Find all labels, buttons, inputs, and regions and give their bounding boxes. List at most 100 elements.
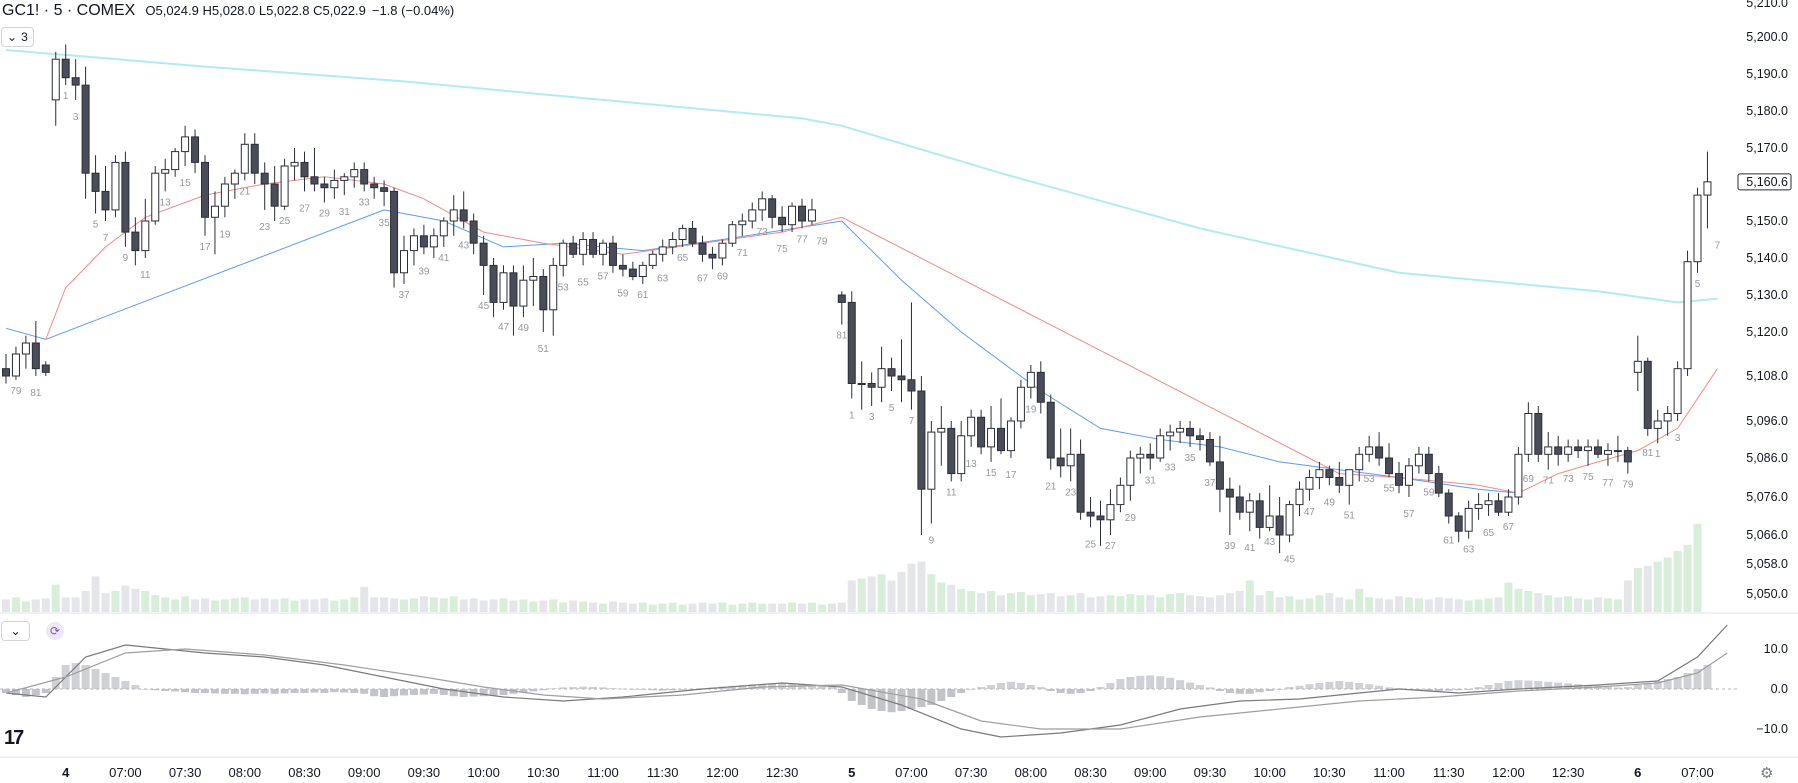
candle-body	[290, 161, 299, 167]
candle-body	[171, 151, 180, 171]
volume-bar	[1534, 593, 1543, 612]
macd-histogram-bar	[1265, 689, 1274, 691]
bar-count-label: 53	[1364, 474, 1376, 485]
candle-body	[1255, 500, 1264, 528]
symbol-title[interactable]: GC1! · 5 · COMEX	[2, 2, 136, 19]
candle-body	[1544, 446, 1553, 455]
volume-bar	[618, 602, 627, 612]
bar-count-label: 25	[1085, 539, 1097, 550]
volume-bar	[798, 603, 806, 612]
macd-histogram-bar	[1613, 687, 1622, 689]
collapse-macd-button[interactable]: ⌄	[1, 621, 30, 641]
macd-histogram-bar	[121, 681, 130, 689]
bar-count-label: 49	[518, 323, 530, 334]
volume-bar	[788, 602, 797, 612]
candle-body	[887, 368, 896, 377]
volume-bar	[1026, 595, 1035, 612]
volume-bar	[648, 604, 657, 612]
bar-count-label: 29	[1125, 513, 1137, 524]
volume-bar	[1504, 582, 1513, 612]
macd-histogram-bar	[41, 689, 50, 693]
candle-body	[121, 161, 130, 233]
macd-histogram-bar	[1245, 689, 1254, 694]
price-axis[interactable]: 5,210.0 5,200.0 5,190.0 5,180.0 5,170.0 5,160…	[0, 0, 1798, 614]
candle-body	[1444, 492, 1453, 517]
bar-count-label: 7	[1715, 240, 1721, 251]
volume-bar	[847, 580, 856, 612]
candle-body	[847, 301, 856, 384]
candle-body	[270, 183, 279, 207]
bar-count-label: 23	[1065, 487, 1077, 498]
candle-body	[1365, 446, 1374, 455]
volume-bar	[628, 603, 637, 612]
macd-histogram-bar	[220, 689, 229, 694]
candle-body	[1564, 446, 1573, 455]
volume-bar	[569, 600, 578, 612]
bar-count-label: 77	[1602, 478, 1614, 489]
volume-bar	[1305, 598, 1314, 612]
candle-body	[141, 220, 150, 252]
macd-histogram-bar	[1086, 689, 1095, 691]
bar-count-label: 1	[63, 91, 69, 102]
candle-body	[1375, 446, 1384, 459]
macd-tick-label: 0.0	[1771, 682, 1788, 696]
price-tick-label: 5,190.0	[1746, 67, 1788, 81]
volume-bar	[1454, 599, 1463, 612]
bar-count-label: 73	[757, 227, 769, 238]
macd-histogram-bar	[201, 689, 209, 693]
time-axis[interactable]: 4 07:00 07:30 08:00 08:30 09:00 09:30 10:00 10:3…	[0, 756, 1798, 780]
macd-histogram-bar	[599, 687, 607, 689]
volume-bar	[1056, 596, 1065, 612]
candle-body	[1534, 413, 1543, 455]
candle-body	[250, 143, 259, 174]
volume-bar	[340, 599, 349, 612]
refresh-icon[interactable]: ⟳	[46, 622, 64, 640]
candle-body	[1633, 360, 1642, 373]
volume-bar	[539, 600, 548, 612]
price-tick-label: 5,108.0	[1746, 369, 1788, 383]
volume-bar	[549, 599, 558, 612]
candle-body	[1106, 504, 1115, 521]
macd-histogram-bar	[101, 673, 110, 689]
volume-bar	[758, 603, 767, 612]
macd-histogram-bar	[1325, 681, 1334, 689]
volume-bar	[638, 602, 647, 612]
volume-bar	[1086, 597, 1095, 612]
macd-histogram-bar	[847, 689, 856, 701]
settings-gear-icon[interactable]: ⚙	[1760, 765, 1774, 782]
candle-body	[628, 268, 637, 278]
candle-body	[11, 353, 20, 377]
macd-histogram-bar	[539, 689, 548, 691]
macd-histogram-bar	[171, 689, 180, 692]
time-tick-label: 12:30	[766, 765, 799, 780]
bar-count-label: 21	[1045, 482, 1057, 493]
volume-bar	[1395, 596, 1403, 612]
bar-count-label: 47	[498, 322, 510, 333]
time-tick-label: 10:30	[1313, 765, 1346, 780]
candle-body	[1385, 457, 1394, 475]
candle-body	[380, 187, 389, 192]
volume-bar	[230, 598, 239, 612]
macd-histogram-bar	[1235, 689, 1244, 694]
volume-bar	[360, 586, 369, 612]
macd-histogram-bar	[837, 689, 846, 693]
collapse-indicators-button[interactable]: ⌄ 3	[1, 27, 34, 47]
candle-body	[1584, 446, 1593, 452]
bar-count-label: 61	[1443, 536, 1455, 547]
candle-body	[877, 368, 886, 388]
volume-bar	[201, 598, 209, 612]
volume-bar	[887, 580, 896, 612]
volume-bar	[738, 603, 747, 612]
bar-count-label: 23	[259, 222, 271, 233]
volume-bar	[987, 591, 996, 612]
price-tick-label: 5,180.0	[1746, 104, 1788, 118]
volume-bar	[688, 603, 697, 612]
bar-count-label: 9	[929, 536, 935, 547]
candle-body	[350, 169, 359, 178]
volume-bar	[1633, 567, 1642, 612]
volume-bar	[61, 597, 70, 612]
volume-bar	[71, 597, 80, 612]
volume-bar	[161, 597, 170, 612]
candle-body	[240, 143, 249, 174]
